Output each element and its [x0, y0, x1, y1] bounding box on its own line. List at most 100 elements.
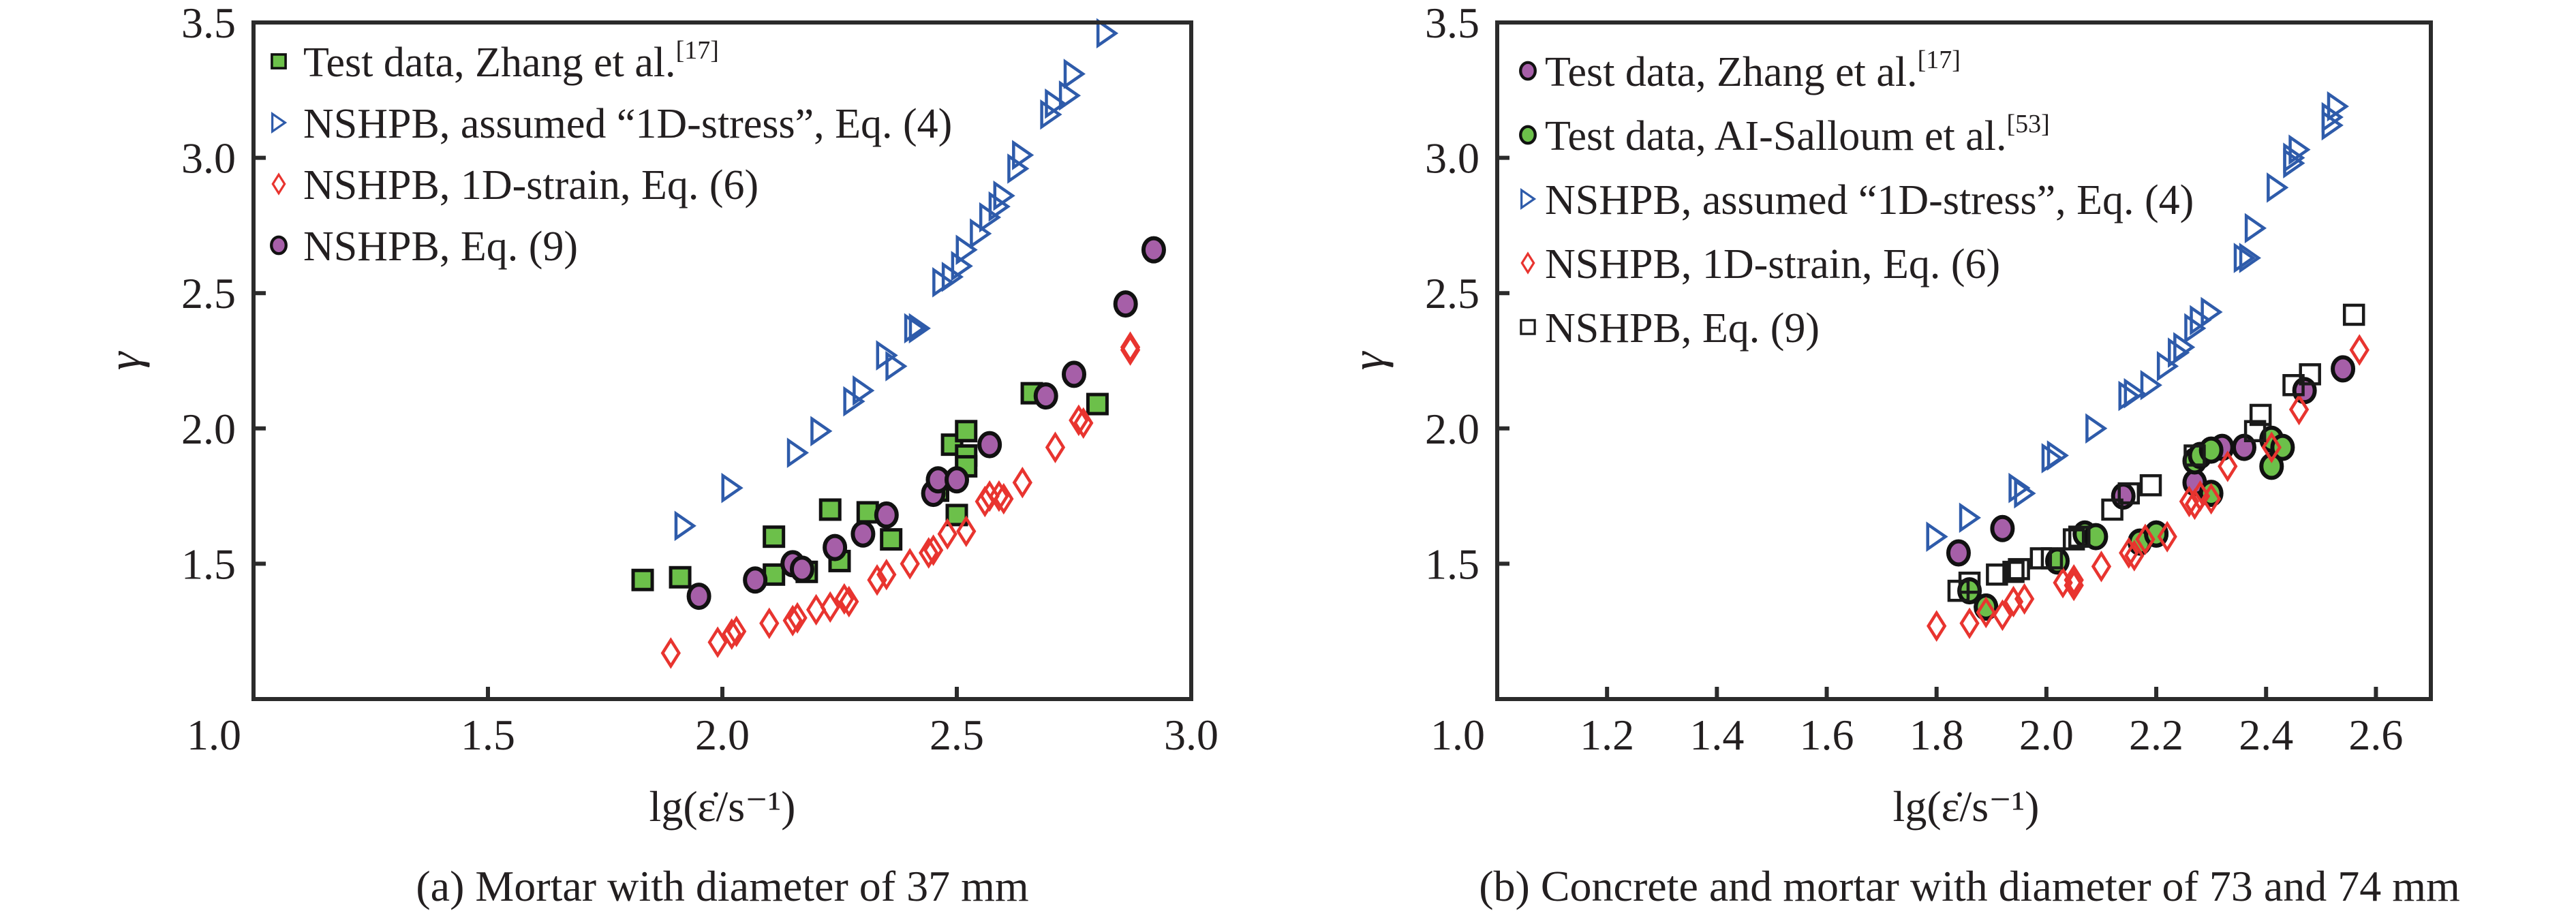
panel-b-data-point-triangle-right-open: [2046, 440, 2069, 471]
panel-a-data-point-circle-filled: [850, 520, 876, 548]
panel-a-data-point-diamond-open: [707, 626, 728, 658]
panel-b-y-tick-label: 2.0: [1425, 405, 1479, 453]
panel-b-legend-label: NSHPB, Eq. (9): [1545, 305, 1820, 352]
panel-a-data-point-diamond-open: [782, 604, 803, 637]
panel-a-y-tick-label: 3.5: [181, 0, 236, 47]
panel-b-y-axis-label: γ: [1342, 350, 1394, 370]
panel-b-data-point-triangle-right-open: [2184, 313, 2207, 344]
panel-b-data-point-triangle-right-open: [2123, 377, 2146, 409]
panel-b-data-point-square-open: [2101, 498, 2123, 521]
panel-a-x-tick-label: 1.0: [187, 711, 241, 759]
panel-b-data-point-triangle-right-open: [2321, 102, 2344, 133]
panel-b-data-point-square-open: [2068, 525, 2091, 548]
panel-b-legend-marker-triangle-right-open: [1520, 187, 1537, 211]
panel-b-data-point-square-open: [1958, 571, 1981, 594]
panel-b-data-point-square-open: [2040, 547, 2064, 570]
panel-a-data-point-triangle-right-open: [1058, 80, 1082, 111]
panel-a-mortar-37mm: 1.0 1.5 2.0 2.5 3.0 1.5 2.0 2.5 3.0 3.5 Test data…: [98, 0, 1218, 910]
panel-a-data-point-square-filled: [856, 501, 879, 524]
panel-a-data-point-circle-filled: [823, 533, 848, 561]
panel-a-data-point-circle-filled: [1141, 236, 1166, 264]
panel-a-data-point-diamond-open: [956, 515, 977, 547]
panel-a-y-tick-label: 2.5: [181, 269, 236, 318]
panel-b-legend-marker-circle-filled: [1519, 61, 1537, 81]
panel-b-data-point-diamond-open: [1959, 607, 1980, 639]
panel-b-data-point-triangle-right-open: [1959, 502, 1982, 533]
panel-b-data-point-triangle-right-open: [2288, 134, 2311, 165]
panel-b-data-point-circle-filled: [2259, 452, 2284, 480]
panel-b-data-point-square-open: [2139, 474, 2162, 497]
panel-a-y-tick-label: 3.0: [181, 134, 236, 183]
panel-a-data-point-diamond-open: [1069, 404, 1089, 437]
panel-a-data-point-triangle-right-open: [885, 351, 908, 382]
panel-b-concrete-mortar-73-74mm: 1.0 1.2 1.4 1.6 1.8 2.0 2.2 2.4 2.6 1.5 2.0 2.5 3.0 3…: [1342, 0, 2460, 910]
panel-b-data-point-square-open: [2243, 420, 2267, 443]
panel-a-x-tick-label: 3.0: [1164, 711, 1218, 759]
panel-b-data-point-square-open: [2183, 444, 2206, 467]
panel-b-legend-reference: [17]: [1918, 46, 1961, 74]
panel-b-data-point-circle-filled: [2198, 436, 2224, 464]
panel-b-data-point-square-open: [2062, 528, 2085, 551]
panel-a-data-point-circle-filled: [1113, 290, 1138, 318]
panel-a-data-point-square-filled: [818, 498, 842, 521]
panel-a-legend-label: NSHPB, Eq. (9): [303, 223, 578, 270]
panel-b-data-point-diamond-open: [2184, 488, 2205, 521]
panel-b-data-point-triangle-right-open: [2239, 243, 2262, 273]
panel-b-data-point-diamond-open: [2091, 551, 2112, 583]
panel-b-data-point-triangle-right-open: [2014, 478, 2036, 509]
panel-b-data-point-diamond-open: [2201, 482, 2222, 515]
panel-a-data-point-circle-filled: [874, 501, 899, 529]
panel-a-legend-label: NSHPB, assumed “1D-stress”, Eq. (4): [303, 101, 952, 147]
panel-b-y-tick-label: 3.5: [1425, 0, 1479, 47]
panel-b-x-tick-label: 2.0: [2019, 711, 2074, 759]
panel-a-y-tick-label: 2.0: [181, 405, 236, 453]
panel-a-data-point-square-filled: [1086, 392, 1109, 416]
panel-b-data-point-triangle-right-open: [2201, 296, 2223, 328]
panel-a-data-point-diamond-open: [787, 602, 808, 634]
panel-b-data-point-circle-filled: [1990, 514, 2015, 542]
panel-a-data-point-triangle-right-open: [853, 375, 875, 406]
panel-a-data-point-circle-filled: [789, 555, 814, 583]
panel-a-data-point-circle-filled: [1062, 360, 1086, 388]
panel-a-legend-label: Test data, Zhang et al.[17]: [303, 36, 719, 86]
panel-a-data-point-triangle-right-open: [1012, 140, 1034, 170]
panel-b-data-point-triangle-right-open: [2156, 351, 2179, 382]
panel-a-data-point-circle-filled: [977, 431, 1002, 459]
panel-a-ticks: 1.0 1.5 2.0 2.5 3.0 1.5 2.0 2.5 3.0 3.5: [181, 0, 1218, 759]
panel-a-data-point-diamond-open: [1073, 407, 1094, 439]
panel-b-data-point-square-open: [1986, 563, 2008, 586]
panel-b-ticks: 1.0 1.2 1.4 1.6 1.8 2.0 2.2 2.4 2.6 1.5 2.0 2.5 3.0 3…: [1425, 0, 2403, 759]
panel-b-legend-item-test-data-zhang-et-al: Test data, Zhang et al.[17]: [1519, 46, 1961, 95]
panel-b-data-point-circle-filled: [1946, 539, 1971, 567]
panel-b-data-point-triangle-right-open: [2173, 332, 2196, 362]
panel-a-data-point-square-filled: [669, 566, 692, 589]
panel-b-legend-marker-square-open: [1520, 319, 1536, 335]
panel-a-x-axis-label: lg(ε̇/s⁻¹): [649, 782, 796, 831]
panel-b-data-point-diamond-open: [2179, 485, 2200, 518]
panel-b-legend-label: Test data, AI-Salloum et al.[53]: [1545, 110, 2050, 159]
panel-a-data-point-diamond-open: [994, 482, 1014, 515]
panel-a-x-tick-label: 1.5: [461, 711, 515, 759]
panel-b-series-nshpb-1d-strain-eq-6: [1927, 334, 2370, 642]
panel-b-data-point-triangle-right-open: [2244, 213, 2267, 244]
panel-b-data-point-square-open: [2249, 403, 2272, 427]
panel-a-data-point-diamond-open: [759, 607, 780, 639]
panel-a-series-nshpb-1d-strain-eq-6: [660, 331, 1141, 669]
panel-b-data-point-diamond-open: [2157, 521, 2177, 553]
panel-a-data-point-diamond-open: [722, 618, 742, 650]
panel-a-data-point-square-filled: [631, 568, 654, 591]
panel-a-data-point-diamond-open: [820, 591, 840, 623]
panel-b-legend-label: NSHPB, assumed “1D-stress”, Eq. (4): [1545, 177, 2194, 223]
panel-a-data-point-diamond-open: [1120, 334, 1141, 366]
panel-a-data-point-diamond-open: [660, 637, 681, 669]
panel-a-data-point-triangle-right-open: [904, 313, 927, 344]
panel-a-data-point-triangle-right-open: [786, 437, 810, 468]
panel-a-data-point-diamond-open: [726, 615, 747, 647]
panel-b-markers: [1926, 91, 2370, 642]
panel-a-data-point-triangle-right-open: [1096, 18, 1119, 49]
panel-b-x-tick-label: 1.8: [1910, 711, 1964, 759]
panel-a-data-point-triangle-right-open: [993, 180, 1015, 211]
panel-a-data-point-triangle-right-open: [908, 313, 931, 344]
panel-a-data-point-triangle-right-open: [988, 191, 1011, 222]
panel-b-legend-label: NSHPB, 1D-strain, Eq. (6): [1545, 241, 2000, 288]
